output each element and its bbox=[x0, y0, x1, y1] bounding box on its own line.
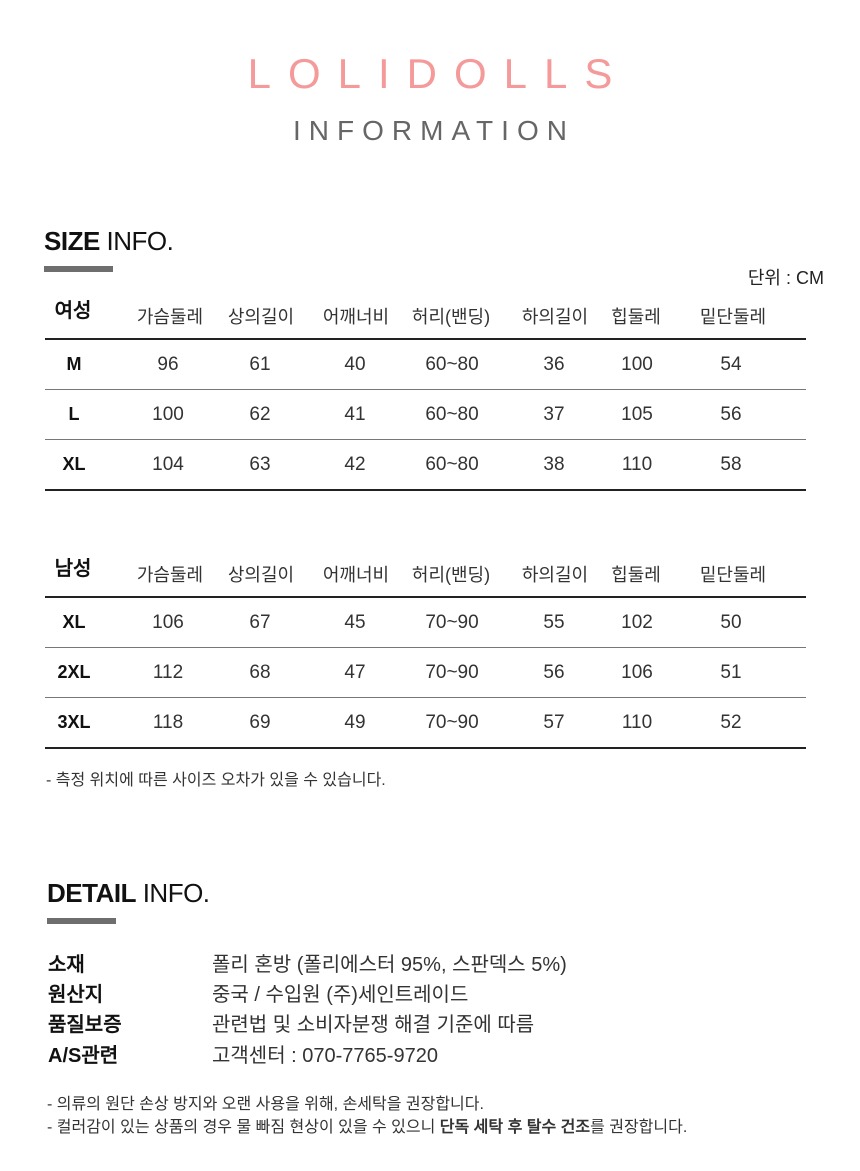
size-label: L bbox=[68, 404, 80, 424]
table-header: 여성 가슴둘레 상의길이 어깨너비 허리(밴딩) 하의길이 힙둘레 밑단둘레 bbox=[45, 288, 806, 340]
size-info-title-light: INFO. bbox=[106, 226, 174, 256]
care-note-2: - 컬러감이 있는 상품의 경우 물 빠짐 현상이 있을 수 있으니 단독 세탁… bbox=[47, 1113, 687, 1137]
column-header: 가슴둘레 bbox=[136, 565, 204, 585]
size-value: 57 bbox=[543, 712, 565, 733]
table-header: 남성 가슴둘레 상의길이 어깨너비 허리(밴딩) 하의길이 힙둘레 밑단둘레 bbox=[45, 546, 806, 598]
detail-value-as: 고객센터 : 070-7765-9720 bbox=[212, 1045, 438, 1067]
column-header: 밑단둘레 bbox=[699, 565, 767, 585]
size-value: 110 bbox=[621, 454, 653, 475]
size-value: 42 bbox=[344, 454, 366, 475]
size-value: 102 bbox=[621, 612, 653, 633]
size-value: 52 bbox=[720, 712, 742, 733]
size-value: 49 bbox=[344, 712, 366, 733]
size-label: M bbox=[66, 354, 82, 374]
column-header: 힙둘레 bbox=[611, 565, 661, 585]
size-label: XL bbox=[62, 454, 86, 474]
section-divider bbox=[47, 918, 116, 924]
size-value: 69 bbox=[249, 712, 271, 733]
size-value: 106 bbox=[152, 612, 184, 633]
size-label: XL bbox=[62, 612, 86, 632]
size-label: 2XL bbox=[57, 662, 91, 682]
column-header: 가슴둘레 bbox=[136, 307, 204, 327]
size-value: 54 bbox=[720, 354, 742, 375]
size-value: 105 bbox=[621, 404, 653, 425]
size-value: 104 bbox=[152, 454, 184, 475]
size-info-heading: SIZE INFO. bbox=[44, 226, 174, 257]
detail-label-material: 소재 bbox=[48, 954, 85, 976]
section-divider bbox=[44, 266, 113, 272]
size-value: 40 bbox=[344, 354, 366, 375]
care-note-2-emphasis: 단독 세탁 후 탈수 건조 bbox=[439, 1119, 591, 1136]
care-note-1: - 의류의 원단 손상 방지와 오랜 사용을 위해, 손세탁을 권장합니다. bbox=[47, 1096, 484, 1113]
detail-info-heading: DETAIL INFO. bbox=[47, 878, 210, 909]
size-value: 45 bbox=[344, 612, 366, 633]
size-value: 37 bbox=[543, 404, 565, 425]
size-value: 56 bbox=[720, 404, 742, 425]
gender-label: 여성 bbox=[54, 300, 92, 322]
table-row: 2XL 112 68 47 70~90 56 106 51 bbox=[45, 648, 806, 698]
size-value: 55 bbox=[543, 612, 565, 633]
size-value: 96 bbox=[157, 354, 179, 375]
size-value: 61 bbox=[249, 354, 271, 375]
size-note: - 측정 위치에 따른 사이즈 오차가 있을 수 있습니다. bbox=[46, 772, 386, 789]
size-value: 60~80 bbox=[425, 404, 479, 425]
unit-label: 단위 : CM bbox=[747, 268, 824, 288]
column-header: 하의길이 bbox=[521, 307, 589, 327]
column-header: 하의길이 bbox=[521, 565, 589, 585]
care-note-2-text: - 컬러감이 있는 상품의 경우 물 빠짐 현상이 있을 수 있으니 bbox=[47, 1119, 440, 1136]
detail-label-origin: 원산지 bbox=[48, 984, 104, 1006]
column-header: 어깨너비 bbox=[322, 307, 390, 327]
size-value: 100 bbox=[152, 404, 184, 425]
column-header: 밑단둘레 bbox=[699, 307, 767, 327]
detail-value-material: 폴리 혼방 (폴리에스터 95%, 스판덱스 5%) bbox=[212, 954, 567, 976]
column-header: 허리(밴딩) bbox=[411, 565, 491, 585]
table-row: M 96 61 40 60~80 36 100 54 bbox=[45, 340, 806, 390]
detail-value-warranty: 관련법 및 소비자분쟁 해결 기준에 따름 bbox=[212, 1014, 535, 1036]
table-row: 3XL 118 69 49 70~90 57 110 52 bbox=[45, 698, 806, 749]
size-value: 56 bbox=[543, 662, 565, 683]
size-value: 60~80 bbox=[425, 454, 479, 475]
table-row: L 100 62 41 60~80 37 105 56 bbox=[45, 390, 806, 440]
size-value: 36 bbox=[543, 354, 565, 375]
size-value: 38 bbox=[543, 454, 565, 475]
size-value: 58 bbox=[720, 454, 742, 475]
column-header: 힙둘레 bbox=[611, 307, 661, 327]
gender-label: 남성 bbox=[54, 558, 92, 580]
detail-label-as: A/S관련 bbox=[48, 1045, 119, 1067]
detail-value-origin: 중국 / 수입원 (주)세인트레이드 bbox=[212, 984, 469, 1006]
size-value: 110 bbox=[621, 712, 653, 733]
women-size-table: 여성 가슴둘레 상의길이 어깨너비 허리(밴딩) 하의길이 힙둘레 밑단둘레 M 96 61 40 60… bbox=[45, 288, 806, 491]
size-value: 70~90 bbox=[425, 712, 479, 733]
column-header: 어깨너비 bbox=[322, 565, 390, 585]
table-row: XL 104 63 42 60~80 38 110 58 bbox=[45, 440, 806, 491]
detail-info-title-bold: DETAIL bbox=[47, 878, 136, 908]
detail-label-warranty: 품질보증 bbox=[48, 1014, 122, 1036]
column-header: 허리(밴딩) bbox=[411, 307, 491, 327]
size-value: 50 bbox=[720, 612, 742, 633]
size-value: 100 bbox=[621, 354, 653, 375]
size-value: 112 bbox=[152, 662, 184, 683]
size-value: 47 bbox=[344, 662, 366, 683]
size-info-title-bold: SIZE bbox=[44, 226, 100, 256]
size-value: 60~80 bbox=[425, 354, 479, 375]
column-header: 상의길이 bbox=[227, 565, 295, 585]
care-note-2-tail: 를 권장합니다. bbox=[590, 1119, 688, 1136]
size-value: 63 bbox=[249, 454, 271, 475]
size-value: 62 bbox=[249, 404, 271, 425]
size-value: 106 bbox=[621, 662, 653, 683]
column-header: 상의길이 bbox=[227, 307, 295, 327]
size-label: 3XL bbox=[57, 712, 91, 732]
detail-info-title-light: INFO. bbox=[142, 878, 210, 908]
size-value: 41 bbox=[344, 404, 366, 425]
brand-title: LOLIDOLLS bbox=[247, 50, 630, 97]
size-value: 68 bbox=[249, 662, 271, 683]
size-value: 118 bbox=[152, 712, 184, 733]
size-value: 70~90 bbox=[425, 612, 479, 633]
men-size-table: 남성 가슴둘레 상의길이 어깨너비 허리(밴딩) 하의길이 힙둘레 밑단둘레 XL 106 67 45… bbox=[45, 546, 806, 749]
size-value: 67 bbox=[249, 612, 271, 633]
size-value: 70~90 bbox=[425, 662, 479, 683]
page-subtitle: INFORMATION bbox=[293, 115, 575, 146]
size-value: 51 bbox=[720, 662, 742, 683]
table-row: XL 106 67 45 70~90 55 102 50 bbox=[45, 598, 806, 648]
